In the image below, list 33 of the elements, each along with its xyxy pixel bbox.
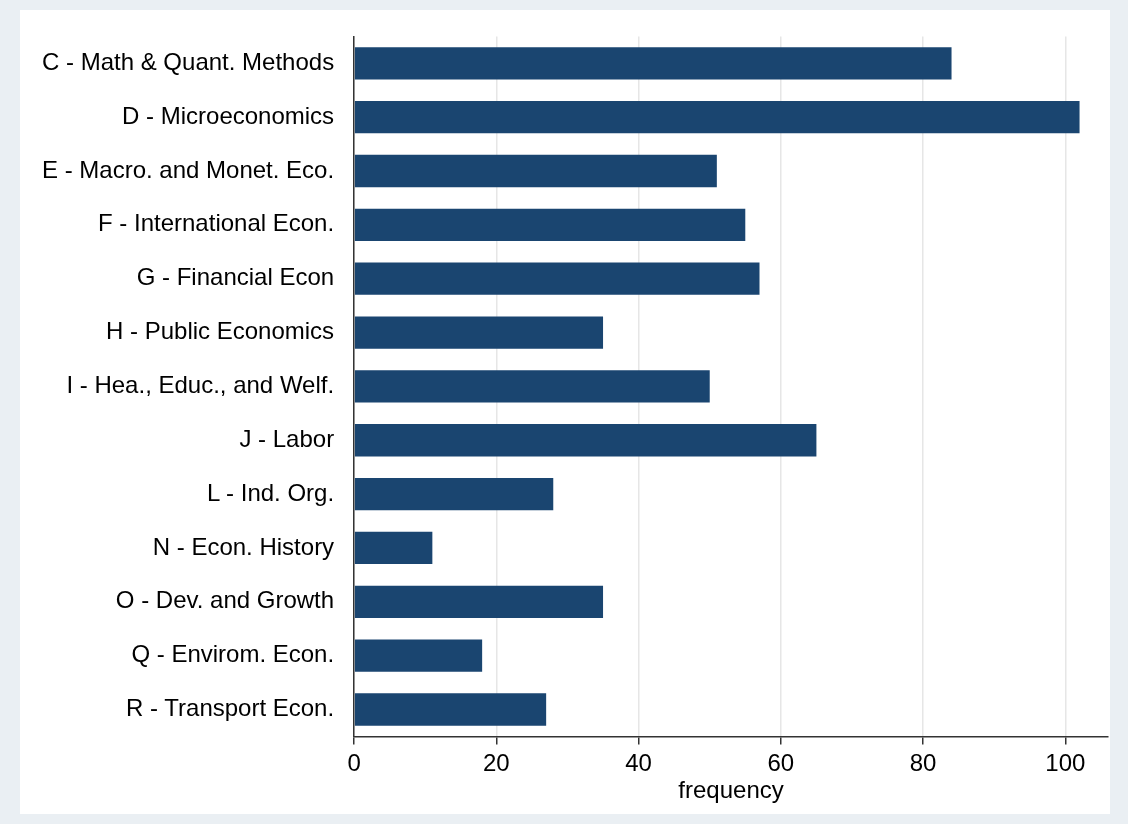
bar <box>354 370 710 403</box>
y-tick-label: I - Hea., Educ., and Welf. <box>66 371 335 399</box>
bar <box>354 316 604 349</box>
bar <box>354 154 717 188</box>
x-tick-label: 0 <box>347 749 361 777</box>
x-tick-label: 100 <box>1045 749 1086 777</box>
y-tick-label: Q - Envirom. Econ. <box>131 640 335 668</box>
y-tick-label: O - Dev. and Growth <box>115 586 335 614</box>
bar <box>354 208 746 242</box>
bar <box>354 693 547 726</box>
y-tick-label: N - Econ. History <box>152 532 335 560</box>
y-tick-label: F - International Econ. <box>98 209 335 237</box>
x-axis-title: frequency <box>678 776 784 804</box>
bar <box>354 531 433 565</box>
bar <box>354 477 554 511</box>
bar <box>354 47 952 80</box>
x-tick-label: 40 <box>625 749 652 777</box>
y-tick-label: J - Labor <box>239 424 335 452</box>
y-tick-label: H - Public Economics <box>106 317 335 345</box>
y-tick-label: E - Macro. and Monet. Eco. <box>42 155 335 183</box>
bar <box>354 424 817 457</box>
y-tick-label: C - Math & Quant. Methods <box>42 47 335 75</box>
bar <box>354 262 760 295</box>
y-tick-label: D - Microeconomics <box>122 101 335 129</box>
y-tick-label: L - Ind. Org. <box>206 478 335 506</box>
bar <box>354 101 1080 134</box>
x-tick-label: 80 <box>909 749 937 777</box>
x-tick-label: 60 <box>767 749 795 777</box>
bar <box>354 639 483 672</box>
y-tick-label: R - Transport Econ. <box>126 694 335 722</box>
bar <box>354 585 604 618</box>
x-tick-label: 20 <box>483 749 510 777</box>
y-tick-label: G - Financial Econ <box>136 263 335 291</box>
